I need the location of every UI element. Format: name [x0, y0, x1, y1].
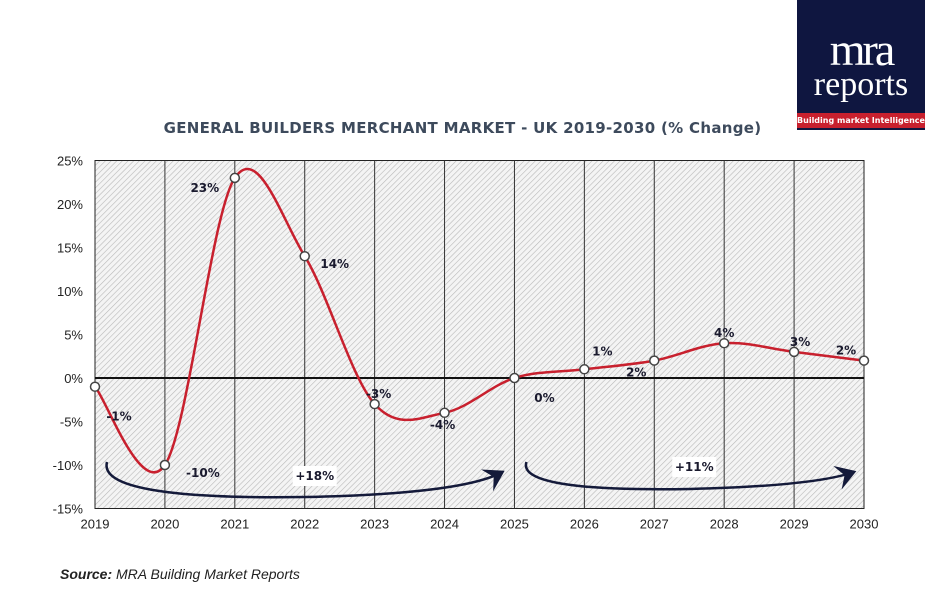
annotation-label: +18%: [295, 469, 334, 483]
data-point: [369, 398, 380, 410]
source-note: Source: MRA Building Market Reports: [60, 566, 300, 582]
data-label: -3%: [366, 387, 391, 401]
x-tick-label: 2020: [150, 517, 179, 532]
data-point: [509, 372, 520, 384]
annotation-label: +11%: [675, 460, 714, 474]
data-point: [718, 337, 730, 349]
x-tick-label: 2026: [570, 517, 599, 532]
logo-line1: mra: [829, 24, 896, 75]
data-point: [649, 355, 660, 366]
data-point: [89, 381, 101, 392]
source-label: Source:: [60, 566, 113, 582]
data-label: -1%: [106, 410, 131, 424]
data-point: [858, 355, 870, 366]
data-point: [159, 459, 171, 471]
source-text: MRA Building Market Reports: [116, 566, 300, 582]
y-tick-label: 15%: [57, 241, 83, 256]
annotation-arrow: [105, 461, 505, 499]
logo-line2: reports: [813, 66, 909, 103]
data-label: -10%: [186, 466, 220, 480]
mra-logo: mra reports Building market Intelligence: [797, 0, 925, 130]
logo-tagline: Building market Intelligence: [797, 113, 925, 128]
data-label: 14%: [320, 257, 349, 271]
data-point: [229, 172, 241, 184]
data-label: 0%: [534, 391, 554, 405]
x-tick-label: 2028: [710, 517, 739, 532]
x-tick-label: 2025: [500, 517, 529, 532]
data-label: 2%: [626, 366, 646, 380]
x-tick-label: 2027: [640, 517, 669, 532]
annotation-label-bg: [672, 457, 717, 477]
y-tick-label: -5%: [60, 415, 84, 430]
data-label: 3%: [790, 335, 810, 349]
x-tick-label: 2021: [220, 517, 249, 532]
y-tick-label: 0%: [64, 371, 83, 386]
x-tick-label: 2029: [780, 517, 809, 532]
data-label: 4%: [714, 326, 734, 340]
data-point: [299, 250, 310, 262]
data-label: -4%: [430, 418, 455, 432]
annotation-arrow: [524, 461, 857, 491]
x-tick-label: 2023: [360, 517, 389, 532]
data-point: [579, 364, 590, 375]
plot-area: [94, 160, 865, 509]
data-label: 1%: [592, 344, 612, 358]
x-tick-label: 2024: [430, 517, 459, 532]
data-point: [788, 346, 800, 358]
x-tick-label: 2019: [81, 517, 110, 532]
y-tick-label: 25%: [57, 154, 83, 169]
chart-title: GENERAL BUILDERS MERCHANT MARKET - UK 20…: [163, 119, 762, 137]
x-tick-label: 2030: [850, 517, 879, 532]
y-tick-label: -15%: [53, 502, 84, 517]
annotation-label-bg: [292, 466, 337, 486]
data-point: [439, 407, 450, 419]
y-tick-label: -10%: [53, 458, 84, 473]
x-tick-label: 2022: [290, 517, 319, 532]
y-tick-label: 20%: [57, 197, 83, 212]
y-tick-label: 5%: [64, 328, 83, 343]
data-label: 23%: [190, 181, 219, 195]
y-tick-label: 10%: [57, 284, 83, 299]
series-line: [94, 167, 865, 474]
data-label: 2%: [836, 344, 856, 358]
